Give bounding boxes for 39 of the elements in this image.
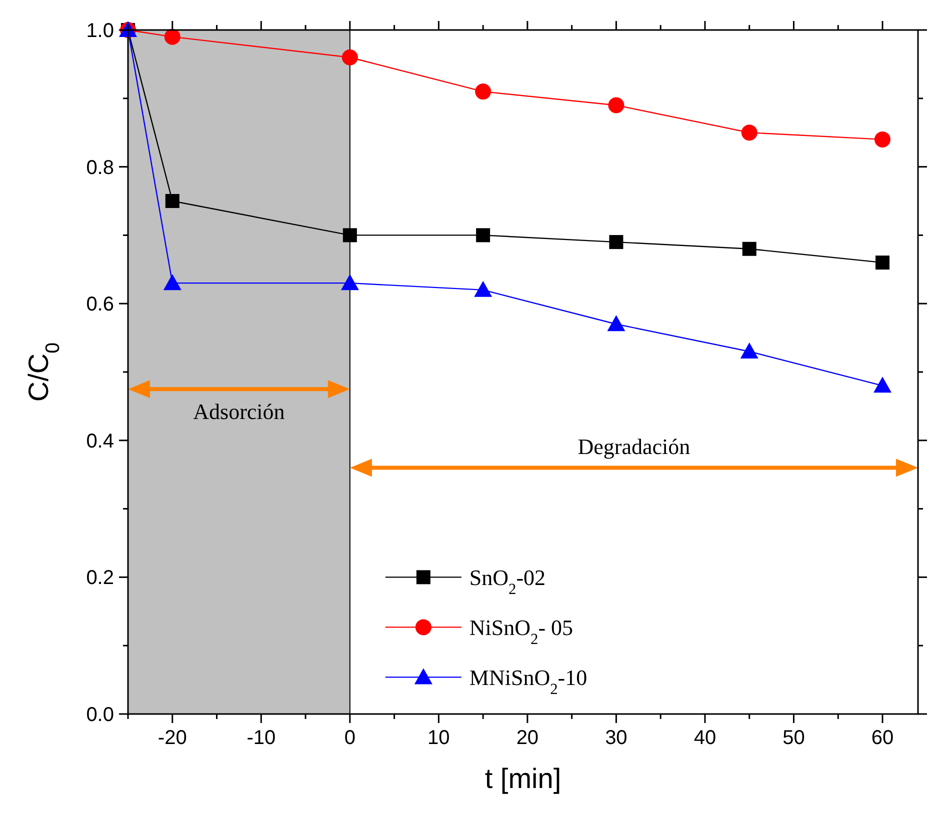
point — [740, 342, 758, 358]
x-tick-label: 50 — [782, 727, 805, 749]
legend-label: SnO$_{2}$-02 — [469, 565, 546, 598]
y-tick-label: 0.0 — [86, 704, 114, 726]
x-tick-label: 10 — [428, 727, 450, 749]
point — [741, 124, 758, 141]
annotation: Degradación — [578, 434, 690, 459]
legend-label: NiSnO$_{2}$- 05 — [469, 615, 574, 648]
x-axis-title: t [min] — [484, 763, 562, 794]
point — [608, 97, 624, 114]
band-label: Adsorción — [193, 399, 285, 424]
point — [342, 49, 358, 66]
point — [164, 28, 180, 45]
point — [875, 256, 890, 270]
x-tick-label: -10 — [246, 727, 276, 749]
legend-label: MNiSnO$_{2}$-10 — [469, 665, 588, 698]
y-tick-label: 0.8 — [86, 156, 114, 179]
x-tick-label: 60 — [871, 727, 894, 749]
x-tick-label: 0 — [344, 727, 356, 749]
x-tick-label: 40 — [694, 727, 716, 749]
x-tick-label: 30 — [605, 727, 628, 749]
y-tick-label: 1.0 — [86, 20, 114, 42]
point — [474, 280, 492, 297]
y-tick-label: 0.6 — [86, 294, 114, 316]
point — [476, 228, 490, 242]
x-tick-label: -20 — [158, 727, 187, 749]
point — [873, 376, 892, 393]
y-tick-label: 0.4 — [86, 430, 114, 452]
point — [342, 228, 357, 242]
point — [165, 194, 180, 208]
point — [340, 274, 359, 290]
point — [742, 242, 756, 256]
x-tick-label: 20 — [516, 727, 539, 749]
point — [609, 235, 624, 250]
point — [163, 274, 182, 290]
y-tick-label: 0.2 — [86, 567, 114, 590]
point — [475, 84, 492, 100]
point — [874, 131, 890, 148]
point — [607, 315, 626, 332]
